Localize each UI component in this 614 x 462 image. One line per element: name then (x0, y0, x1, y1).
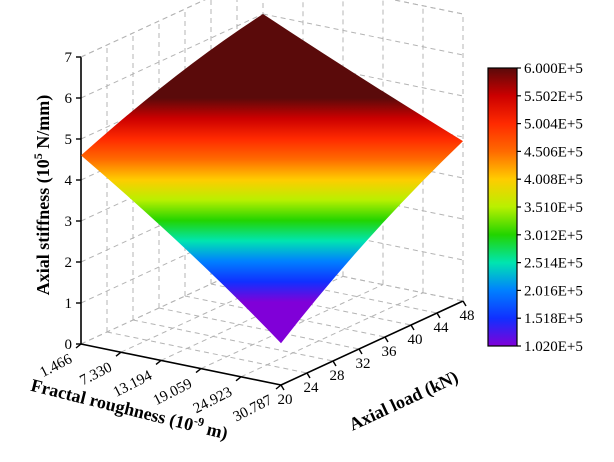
x-axis-ticks: 20 24 28 32 36 40 44 48 (278, 300, 475, 408)
x-tick-label: 24 (304, 380, 320, 396)
grid-line (80, 259, 264, 345)
grid-line (392, 0, 464, 15)
x-tick-label: 40 (408, 332, 423, 348)
z-tick-label: 6 (65, 91, 73, 107)
z-tick-label: 0 (65, 337, 73, 353)
x-tick-mark (384, 336, 389, 343)
y-tick-mark (235, 376, 242, 382)
z-tick-label: 1 (65, 296, 73, 312)
z-axis-ticks: 0 1 2 3 4 5 6 7 (65, 50, 81, 353)
grid-line (236, 271, 438, 314)
y-tick-mark (155, 359, 162, 365)
x-tick-label: 20 (278, 392, 293, 408)
colorbar-tick-label: 1.020E+5 (524, 339, 583, 355)
y-tick-mark (75, 343, 82, 349)
x-tick-mark (436, 312, 441, 319)
z-tick-label: 2 (65, 255, 73, 271)
grid-line (80, 13, 264, 99)
z-tick-label: 3 (65, 214, 73, 230)
colorbar-tick-label: 3.012E+5 (524, 228, 583, 244)
y-tick-label: 7.330 (77, 360, 114, 390)
stiffness-surface (81, 14, 463, 344)
y-tick-mark (195, 368, 202, 374)
x-axis-line (280, 300, 464, 386)
z-axis-label: Axial stiffness (105 N/mm) (31, 95, 54, 295)
box-edge (80, 0, 206, 58)
x-axis-label: Axial load (kN) (346, 367, 462, 436)
grid-line (160, 275, 344, 361)
y-tick-mark (115, 351, 122, 357)
box-edge (392, 0, 464, 15)
colorbar-tick-label: 1.518E+5 (524, 311, 583, 327)
x-tick-label: 32 (356, 356, 371, 372)
x-tick-mark (410, 324, 415, 331)
grid-line (262, 54, 464, 97)
x-tick-mark (306, 372, 311, 379)
grid-line (80, 218, 264, 304)
y-tick-label: 19.059 (151, 376, 195, 409)
colorbar-tick-label: 3.510E+5 (524, 200, 583, 216)
x-tick-label: 36 (382, 344, 398, 360)
grid-line (262, 13, 464, 56)
z-tick-label: 5 (65, 132, 73, 148)
x-tick-mark (462, 300, 467, 307)
grid-line (106, 331, 308, 374)
colorbar-gradient (487, 67, 518, 347)
x-tick-mark (332, 360, 337, 367)
grid-line (262, 259, 464, 302)
z-tick-label: 4 (65, 173, 73, 189)
x-tick-label: 44 (434, 320, 450, 336)
y-tick-mark (275, 384, 282, 390)
x-tick-label: 28 (330, 368, 345, 384)
colorbar: 6.000E+5 5.502E+5 5.004E+5 4.506E+5 4.008E+5… (487, 61, 583, 355)
y-tick-label: 24.923 (191, 384, 235, 417)
colorbar-tick-label: 4.506E+5 (524, 144, 583, 160)
x-tick-mark (280, 384, 285, 391)
colorbar-tick-label: 6.000E+5 (524, 61, 583, 77)
colorbar-tick-label: 2.514E+5 (524, 256, 583, 272)
z-tick-label: 7 (65, 50, 73, 66)
grid-line (158, 307, 360, 350)
colorbar-tick-label: 5.004E+5 (524, 117, 583, 133)
grid-line (132, 319, 334, 362)
grid-line (240, 292, 424, 378)
grid-line (120, 267, 304, 353)
y-axis-line (80, 343, 282, 386)
colorbar-tick-label: 5.502E+5 (524, 89, 583, 105)
x-tick-mark (358, 348, 363, 355)
y-tick-label: 30.787 (231, 392, 275, 425)
colorbar-tick-label: 4.008E+5 (524, 172, 583, 188)
x-tick-label: 48 (460, 308, 475, 324)
colorbar-tick-label: 2.016E+5 (524, 283, 583, 299)
